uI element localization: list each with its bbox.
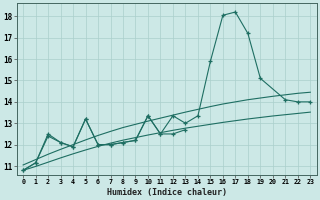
X-axis label: Humidex (Indice chaleur): Humidex (Indice chaleur) — [107, 188, 227, 197]
